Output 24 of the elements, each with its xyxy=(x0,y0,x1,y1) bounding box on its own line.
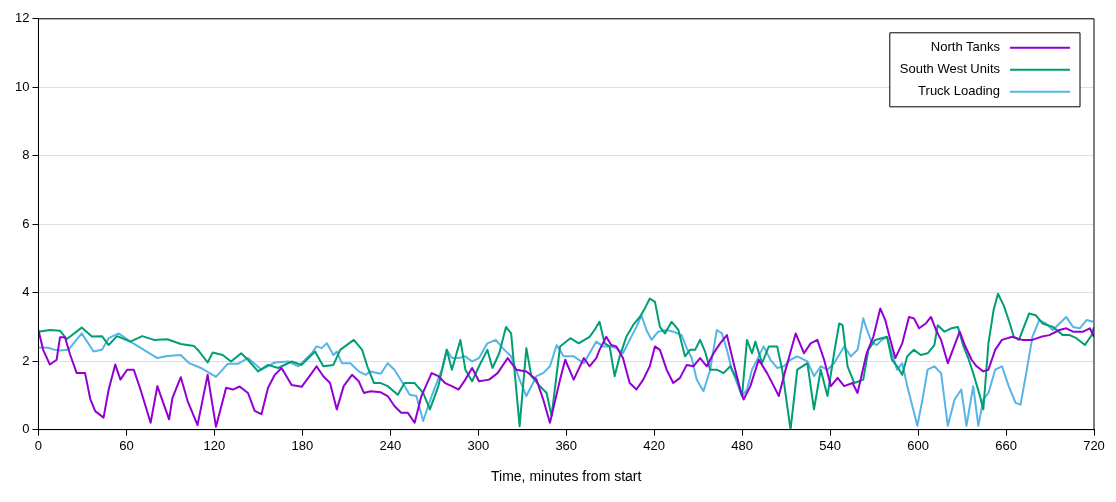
y-tick-label: 8 xyxy=(22,147,30,163)
y-tick-label: 2 xyxy=(22,352,30,368)
x-tick-label: 180 xyxy=(291,437,314,453)
x-tick-label: 240 xyxy=(379,437,402,453)
legend-label: North Tanks xyxy=(930,39,1001,55)
y-tick-label: 12 xyxy=(14,10,30,26)
x-tick-label: 420 xyxy=(643,437,666,453)
y-tick-label: 10 xyxy=(14,78,30,94)
y-tick-label: 6 xyxy=(22,215,30,231)
x-tick-label: 720 xyxy=(1083,437,1105,453)
x-tick-label: 660 xyxy=(995,437,1017,453)
x-tick-label: 300 xyxy=(467,437,490,453)
x-tick-label: 120 xyxy=(203,437,226,453)
y-tick-label: 0 xyxy=(22,421,30,437)
x-tick-label: 360 xyxy=(555,437,578,453)
x-axis-title: Time, minutes from start xyxy=(491,468,642,485)
x-tick-label: 60 xyxy=(119,437,134,453)
x-tick-label: 600 xyxy=(907,437,929,453)
legend-label: Truck Loading xyxy=(918,83,1000,99)
x-tick-label: 480 xyxy=(731,437,753,453)
x-tick-label: 540 xyxy=(819,437,841,453)
y-tick-label: 4 xyxy=(22,284,30,300)
x-tick-label: 0 xyxy=(34,437,43,453)
legend-label: South West Units xyxy=(899,61,1001,77)
